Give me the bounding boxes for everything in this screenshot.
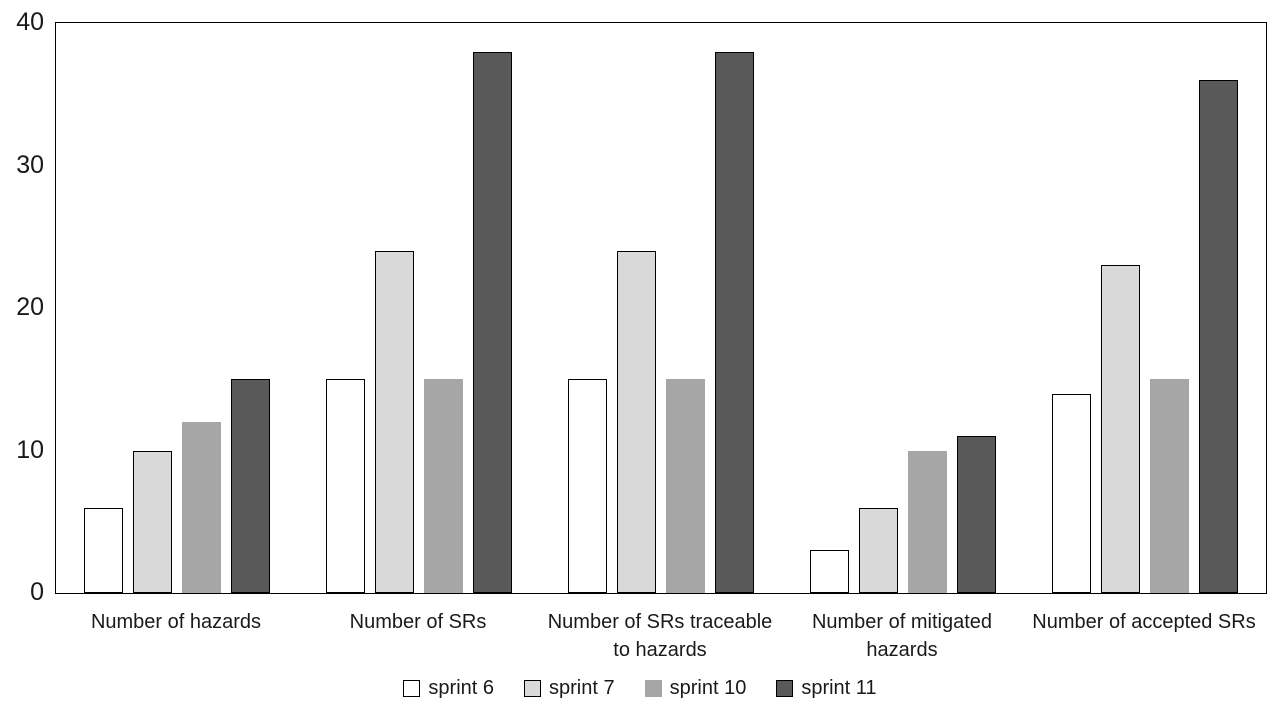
bar-sprint-10 [1150, 379, 1189, 593]
bar-sprint-7 [133, 450, 172, 593]
legend-swatch-icon [644, 679, 662, 697]
x-axis-category-label: Number of SRs [349, 611, 487, 633]
bar-sprint-7 [859, 507, 898, 593]
bar-sprint-11 [231, 379, 270, 593]
bar-sprint-10 [182, 422, 221, 593]
legend-label: sprint 10 [669, 677, 747, 699]
y-axis-tick-label: 20 [16, 293, 44, 321]
bar-group [782, 23, 1024, 593]
legend-swatch-icon [403, 679, 421, 697]
legend-label: sprint 7 [549, 677, 615, 699]
bar-sprint-11 [957, 436, 996, 593]
bar-sprint-6 [810, 550, 849, 593]
bar-group [298, 23, 540, 593]
bar-sprint-10 [424, 379, 463, 593]
bar-group [56, 23, 298, 593]
x-axis-category-label: Number of hazards [90, 611, 262, 633]
x-axis-category-label: Number of SRs traceable to hazards [547, 611, 773, 661]
bar-group [540, 23, 782, 593]
bar-sprint-10 [666, 379, 705, 593]
bar-sprint-7 [375, 251, 414, 593]
bar-sprint-6 [568, 379, 607, 593]
y-axis-tick-label: 40 [16, 8, 44, 36]
bar-sprint-10 [908, 450, 947, 593]
legend-label: sprint 11 [801, 677, 877, 699]
x-axis-category-label: Number of mitigated hazards [811, 611, 993, 661]
bar-sprint-6 [1052, 393, 1091, 593]
bar-sprint-7 [617, 251, 656, 593]
y-axis-tick-label: 10 [16, 435, 44, 464]
legend-swatch-icon [524, 679, 542, 697]
x-axis-labels: Number of hazards Number of SRs Number of … [55, 608, 1265, 664]
legend-item-sprint-7: sprint 7 [524, 676, 615, 700]
bar-sprint-6 [84, 507, 123, 593]
bar-sprint-11 [1199, 80, 1238, 593]
legend-item-sprint-11: sprint 11 [776, 676, 877, 700]
x-axis-category-label: Number of accepted SRs [1032, 611, 1256, 633]
bar-group [1024, 23, 1266, 593]
plot-area [55, 22, 1267, 594]
legend-swatch-icon [776, 679, 794, 697]
bar-sprint-11 [473, 51, 512, 593]
legend-item-sprint-10: sprint 10 [644, 676, 747, 700]
legend-label: sprint 6 [428, 677, 495, 699]
bar-sprint-6 [326, 379, 365, 593]
legend-item-sprint-6: sprint 6 [403, 676, 494, 700]
y-axis-tick-label: 0 [30, 578, 44, 606]
bar-sprint-7 [1101, 265, 1140, 593]
bar-sprint-11 [715, 51, 754, 593]
legend: sprint 6 sprint 7 sprint 10 sprint 11 [0, 676, 1280, 700]
y-axis-tick-label: 30 [16, 150, 44, 179]
